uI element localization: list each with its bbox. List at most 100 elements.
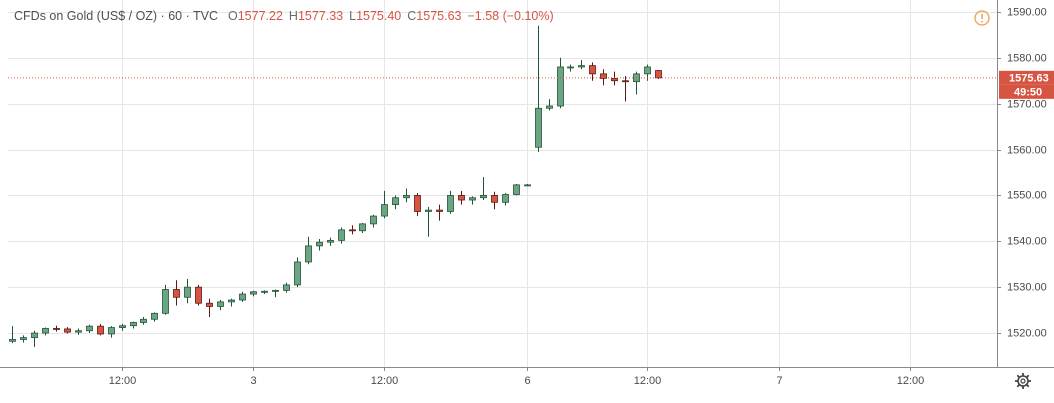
last-price-box (999, 70, 1054, 85)
candle-body (349, 229, 356, 232)
candle-body (119, 325, 126, 328)
last-price-label: 1575.63 (1009, 72, 1049, 84)
candle-body (283, 284, 290, 291)
x-tick-label: 7 (776, 375, 782, 387)
candle-body (567, 66, 574, 69)
candle-body (53, 328, 60, 330)
candle-body (206, 302, 213, 307)
x-tick-label: 3 (250, 375, 256, 387)
header-title: CFDs on Gold (US$ / OZ) · 60 · TVC (14, 9, 218, 23)
candle-body (557, 66, 564, 107)
y-tick-label: 1590.00 (1007, 6, 1047, 18)
ohlc-value: 1577.33 (298, 9, 343, 23)
y-tick-label: 1520.00 (1007, 327, 1047, 339)
candle-body (447, 195, 454, 212)
candle-body (458, 195, 465, 201)
candle-body (338, 229, 345, 241)
candle-body (655, 70, 662, 79)
y-tick-label: 1550.00 (1007, 189, 1047, 201)
y-tick-label: 1530.00 (1007, 281, 1047, 293)
candle-body (403, 195, 410, 199)
header-change: −1.58 (−0.10%) (467, 9, 553, 23)
candle-body (611, 78, 618, 82)
candle-body (140, 318, 147, 323)
countdown-label: 49:50 (1014, 86, 1042, 98)
candle-body (392, 197, 399, 206)
candle-body (644, 66, 651, 75)
candles (9, 25, 662, 347)
candle-body (97, 325, 104, 335)
candle-body (261, 290, 268, 293)
x-tick-label: 6 (524, 375, 530, 387)
candle-body (108, 327, 115, 335)
candle-body (480, 195, 487, 199)
gear-teeth[interactable] (1015, 373, 1031, 389)
ohlc-key: C (407, 9, 416, 23)
candle-body (578, 65, 585, 68)
x-tick-label: 12:00 (371, 375, 399, 387)
candle-body (31, 332, 38, 339)
candle-body (513, 184, 520, 195)
candle-body (491, 195, 498, 203)
candle-body (250, 291, 257, 295)
candle-body (75, 330, 82, 333)
candle-body (524, 184, 531, 187)
candle-body (184, 286, 191, 298)
candle-body (162, 289, 169, 314)
candle-body (9, 339, 16, 342)
ohlc-value: 1577.22 (238, 9, 283, 23)
candle-body (622, 80, 629, 83)
candle-body (42, 328, 49, 334)
candle-body (370, 215, 377, 225)
ohlc-value: 1575.40 (356, 9, 401, 23)
candle-body (294, 261, 301, 286)
x-tick-label: 12:00 (634, 375, 662, 387)
candle-body (228, 299, 235, 303)
candle-body (469, 197, 476, 201)
candle-body (20, 337, 27, 340)
candle-body (272, 289, 279, 292)
candle-body (130, 322, 137, 327)
y-tick-label: 1580.00 (1007, 52, 1047, 64)
ohlc-value: 1575.63 (416, 9, 461, 23)
candle-body (425, 209, 432, 212)
candle-body (316, 241, 323, 247)
candle-body (546, 105, 553, 109)
ohlc-key: O (228, 9, 238, 23)
warning-icon (974, 10, 990, 26)
x-tick-label: 12:00 (897, 375, 925, 387)
candle-body (633, 73, 640, 83)
y-tick-label: 1540.00 (1007, 235, 1047, 247)
candle-body (535, 107, 542, 148)
candle-body (239, 293, 246, 301)
countdown-box (999, 84, 1054, 99)
candle-body (305, 245, 312, 263)
candle-body (217, 301, 224, 307)
y-tick-label: 1560.00 (1007, 144, 1047, 156)
grid (8, 0, 997, 367)
candle-body (600, 73, 607, 79)
header: CFDs on Gold (US$ / OZ) · 60 · TVC O1577.… (14, 9, 554, 23)
ohlc-key: L (349, 9, 356, 23)
candle-body (381, 204, 388, 217)
settings-icon[interactable] (1015, 373, 1031, 389)
candle-body (195, 286, 202, 304)
warning-circle (974, 10, 990, 26)
ohlc-key: H (289, 9, 298, 23)
candle-body (64, 328, 71, 333)
y-tick-label: 1570.00 (1007, 98, 1047, 110)
candle-body (589, 65, 596, 75)
candle-body (502, 194, 509, 203)
candle-body (359, 223, 366, 232)
candle-body (414, 195, 421, 212)
gear-hub[interactable] (1020, 378, 1026, 384)
warning-dot (981, 20, 983, 23)
candle-body (151, 312, 158, 320)
candle-body (173, 289, 180, 298)
candle-body (86, 325, 93, 332)
candle-body (327, 239, 334, 243)
x-tick-label: 12:00 (109, 375, 137, 387)
candle-body (436, 209, 443, 212)
